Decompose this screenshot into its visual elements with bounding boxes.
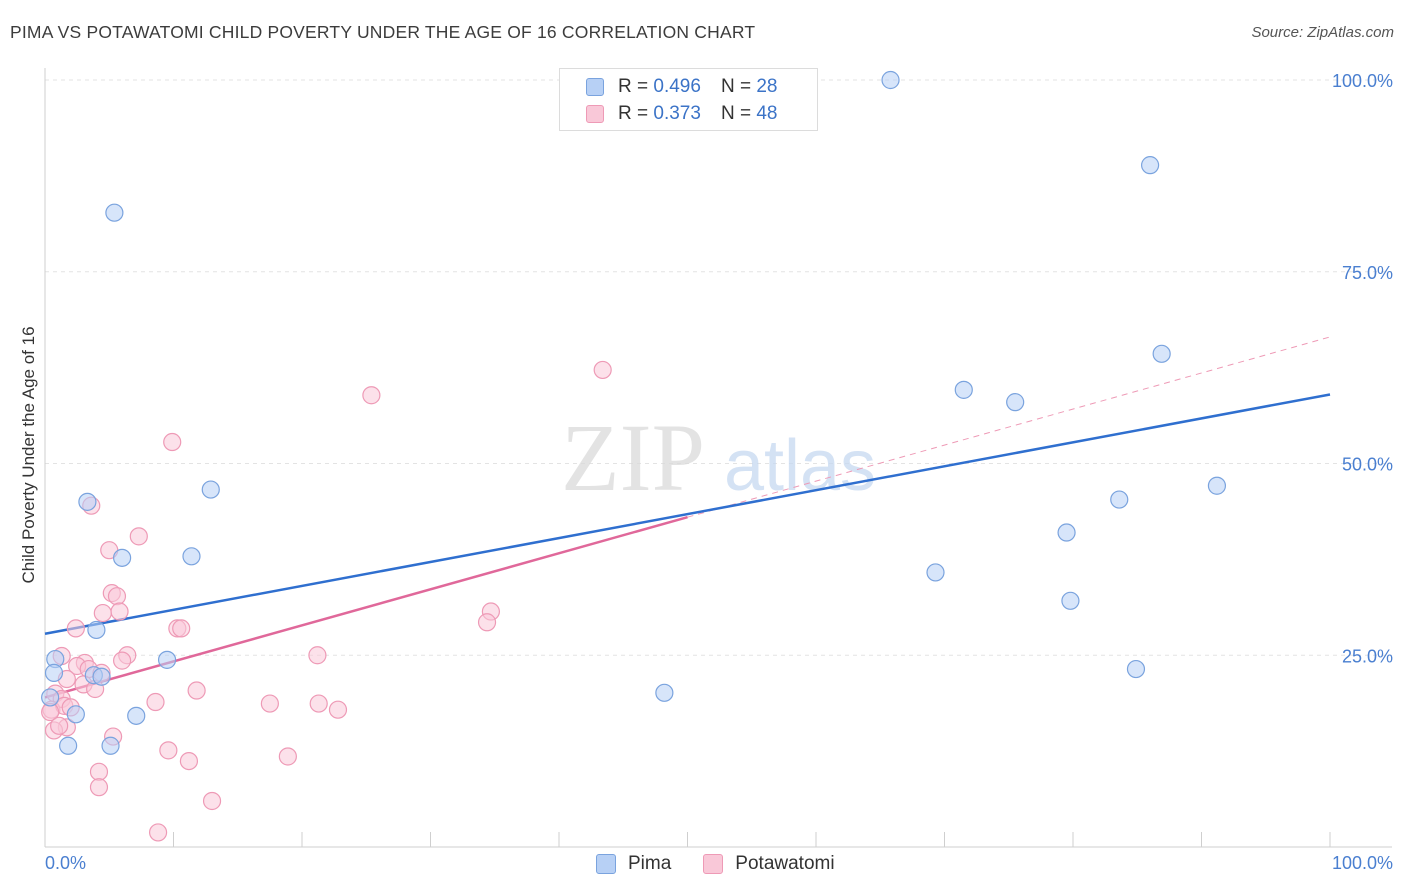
point-potawatomi <box>66 619 85 638</box>
series-legend: Pima Potawatomi <box>596 852 867 876</box>
point-potawatomi <box>93 603 112 623</box>
point-potawatomi <box>308 646 327 665</box>
trend-line-potawatomi <box>44 515 688 699</box>
watermark-zip: ZIP <box>561 404 705 511</box>
point-pima <box>41 688 60 707</box>
series-legend-potawatomi: Potawatomi <box>703 853 835 875</box>
point-potawatomi <box>328 700 348 719</box>
legend-row-pima: R = 0.496 N = 28 <box>586 75 777 99</box>
trend-line-potawatomi-extension <box>687 336 1331 518</box>
axes <box>44 68 1392 848</box>
point-pima <box>1152 344 1171 363</box>
series-legend-pima: Pima <box>596 853 671 875</box>
trend-lines <box>44 336 1331 699</box>
point-potawatomi <box>260 694 279 713</box>
point-potawatomi <box>172 619 191 638</box>
legend-row-potawatomi: R = 0.373 N = 48 <box>586 102 777 126</box>
y-tick-label: 50.0% <box>1342 455 1393 475</box>
data-points <box>41 70 1227 842</box>
legend-r-label: R = <box>618 103 649 124</box>
legend-swatch-potawatomi <box>586 105 604 123</box>
legend: R = 0.496 N = 28 R = 0.373 N = 48 <box>559 68 818 131</box>
point-potawatomi <box>89 762 109 781</box>
y-axis-label: Child Poverty Under the Age of 16 <box>19 326 38 583</box>
series-name-pima: Pima <box>628 853 672 874</box>
point-potawatomi <box>477 613 497 632</box>
point-potawatomi <box>159 741 178 760</box>
point-pima <box>1207 476 1227 495</box>
point-pima <box>92 667 111 686</box>
tick-labels: 25.0% 50.0% 75.0% 100.0% 0.0% 100.0% <box>45 71 1393 873</box>
point-potawatomi <box>148 823 168 842</box>
point-pima <box>87 620 106 640</box>
point-pima <box>1140 156 1160 175</box>
point-pima <box>59 736 78 755</box>
point-potawatomi <box>146 692 165 712</box>
point-potawatomi <box>593 360 612 380</box>
legend-n-value: 28 <box>756 76 778 97</box>
point-pima <box>112 548 132 567</box>
legend-n-label: N = <box>720 76 752 97</box>
legend-swatch-pima <box>586 78 604 96</box>
point-pima <box>78 492 97 511</box>
legend-r-value: 0.496 <box>653 76 701 97</box>
point-potawatomi <box>129 527 148 546</box>
point-potawatomi <box>179 751 199 771</box>
point-potawatomi <box>50 716 69 735</box>
point-pima <box>127 706 146 725</box>
legend-n-value: 48 <box>756 103 778 124</box>
trend-line-pima <box>44 393 1331 636</box>
series-swatch-pima <box>596 854 616 874</box>
point-potawatomi <box>362 386 381 405</box>
point-pima <box>66 705 85 724</box>
point-potawatomi <box>107 587 127 606</box>
point-pima <box>881 70 900 90</box>
grid-lines <box>45 79 1392 656</box>
point-pima <box>1110 490 1129 509</box>
chart-source: Source: ZipAtlas.com <box>1251 24 1394 41</box>
point-pima <box>44 663 64 682</box>
point-pima <box>655 683 674 702</box>
point-pima <box>182 547 201 566</box>
point-pima <box>101 736 120 755</box>
point-potawatomi <box>309 694 328 713</box>
y-tick-label: 25.0% <box>1342 646 1393 666</box>
point-pima <box>1006 393 1025 412</box>
point-potawatomi <box>110 602 129 621</box>
legend-r-label: R = <box>618 76 649 97</box>
point-potawatomi <box>112 651 132 670</box>
legend-r-value: 0.373 <box>653 103 701 124</box>
point-pima <box>1057 523 1076 542</box>
point-potawatomi <box>163 432 182 452</box>
point-potawatomi <box>187 681 206 700</box>
point-pima <box>201 480 220 499</box>
x-tick-label: 100.0% <box>1332 853 1393 873</box>
y-tick-label: 100.0% <box>1332 71 1393 91</box>
point-potawatomi <box>89 778 109 797</box>
y-tick-label: 75.0% <box>1342 263 1393 283</box>
point-pima <box>1126 659 1146 679</box>
legend-n-label: N = <box>720 103 752 124</box>
point-pima <box>157 650 177 669</box>
watermark: ZIP atlas <box>561 404 876 511</box>
point-potawatomi <box>278 747 297 766</box>
point-pima <box>954 380 973 399</box>
point-pima <box>105 203 124 222</box>
series-name-potawatomi: Potawatomi <box>735 853 835 874</box>
point-potawatomi <box>202 791 222 811</box>
point-pima <box>926 563 945 582</box>
point-pima <box>1061 591 1080 610</box>
series-swatch-potawatomi <box>703 854 724 874</box>
x-tick-label: 0.0% <box>45 853 86 873</box>
chart-title: PIMA VS POTAWATOMI CHILD POVERTY UNDER T… <box>10 22 756 42</box>
